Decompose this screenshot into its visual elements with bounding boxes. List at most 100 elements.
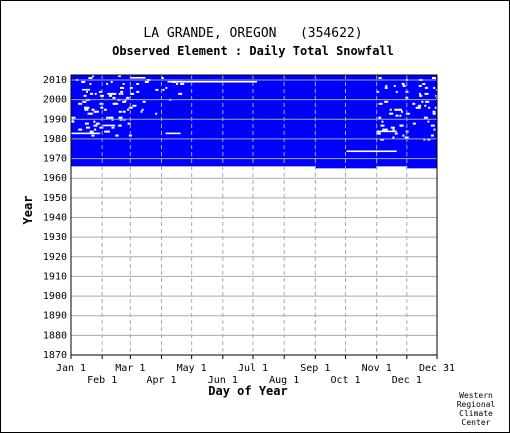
credit-line-1: Western [459,391,493,400]
data-block-dec [406,75,437,169]
chart-title: LA GRANDE, OREGON (354622) [143,26,362,41]
missing-day-late-6 [428,106,431,109]
missing-day-spring-7 [141,108,144,111]
missing-segment-3 [346,150,397,153]
missing-day-early-48 [78,102,83,105]
missing-day-late-27 [419,94,423,97]
missing-day-late-20 [401,82,405,85]
missing-day-early-60 [86,90,89,93]
missing-day-spring-5 [165,86,168,89]
missing-segment-7 [103,124,116,127]
missing-day-early-41 [71,120,75,123]
missing-day-early-3 [120,90,124,93]
missing-day-early-71 [94,110,99,113]
missing-day-spring-15 [136,90,140,93]
missing-day-late-69 [378,116,382,119]
missing-day-early-1 [130,92,135,95]
missing-day-early-56 [83,106,88,109]
y-tick-label-2000: 2000 [43,95,67,106]
missing-day-spring-3 [176,82,179,85]
tick-layer: 1870 1880 1890 1900 1910 1920 1930 1940 1950 1960… [43,75,455,386]
y-tick-label-1890: 1890 [43,311,67,322]
missing-day-late-17 [435,88,440,91]
missing-day-early-72 [128,134,132,137]
missing-segment-6 [82,88,91,91]
missing-day-early-68 [106,116,111,119]
missing-day-late-25 [393,84,396,87]
missing-day-early-58 [92,75,95,77]
missing-day-early-50 [118,116,122,119]
x-tick-label-upper-2: May 1 [177,363,207,374]
missing-day-late-39 [415,106,419,109]
missing-day-early-7 [98,90,102,93]
missing-day-spring-10 [161,76,164,79]
missing-day-early-17 [94,92,97,95]
missing-day-late-4 [418,92,421,95]
missing-day-late-10 [435,96,440,99]
missing-segment-2 [71,132,101,135]
missing-segment-4 [376,130,397,133]
x-tick-label-lower-2: Jun 1 [208,375,238,386]
missing-day-early-75 [129,86,133,89]
credit-line-4: Center [462,418,491,427]
missing-day-late-15 [401,110,404,113]
missing-day-early-32 [82,100,87,103]
missing-day-late-35 [433,86,436,89]
missing-day-late-67 [424,104,427,107]
credit-block: Western Regional Climate Center [457,391,496,427]
missing-day-spring-1 [178,92,183,95]
missing-day-late-32 [395,114,399,117]
y-tick-label-1990: 1990 [43,114,67,125]
x-tick-label-lower-1: Apr 1 [146,375,176,386]
missing-day-late-54 [430,124,435,127]
missing-day-spring-8 [142,100,146,103]
data-layer [71,75,440,169]
missing-day-late-9 [424,92,429,95]
missing-day-spring-0 [144,80,149,83]
missing-day-early-69 [126,96,130,99]
missing-day-early-24 [107,92,110,95]
missing-day-early-5 [84,122,89,125]
missing-day-late-59 [395,90,398,93]
missing-day-early-43 [99,94,104,97]
missing-day-late-51 [427,120,430,123]
missing-day-early-11 [89,112,93,115]
missing-day-late-65 [399,114,402,117]
missing-day-early-12 [128,106,133,109]
missing-day-early-26 [110,116,114,119]
missing-day-early-38 [71,116,76,119]
missing-day-late-33 [402,134,405,137]
x-tick-label-lower-5: Dec 1 [392,375,422,386]
missing-day-late-12 [416,106,421,109]
grid-layer [71,75,437,356]
missing-day-late-68 [427,138,431,141]
x-tick-label-upper-1: Mar 1 [115,363,145,374]
missing-day-late-49 [384,100,389,103]
missing-day-late-24 [382,128,385,131]
missing-day-spring-12 [155,88,159,91]
missing-day-early-30 [118,92,121,95]
missing-day-early-40 [106,82,109,85]
missing-day-early-42 [109,92,114,95]
missing-day-spring-6 [172,80,177,83]
x-tick-label-upper-3: Jul 1 [238,363,268,374]
missing-day-late-16 [432,110,436,113]
missing-day-late-64 [433,128,436,131]
y-tick-label-1920: 1920 [43,252,67,263]
y-tick-label-1950: 1950 [43,193,67,204]
missing-day-spring-11 [132,104,137,107]
missing-day-early-10 [119,124,122,127]
missing-day-early-15 [121,92,124,95]
missing-day-late-5 [392,136,395,139]
missing-day-early-74 [88,76,93,79]
missing-day-early-47 [93,120,96,123]
missing-day-late-3 [418,104,422,107]
missing-day-late-56 [389,112,394,115]
missing-day-late-48 [431,76,436,79]
missing-day-late-0 [390,126,395,129]
missing-segment-5 [130,76,146,79]
missing-day-late-62 [424,86,428,89]
missing-day-early-76 [110,80,113,83]
